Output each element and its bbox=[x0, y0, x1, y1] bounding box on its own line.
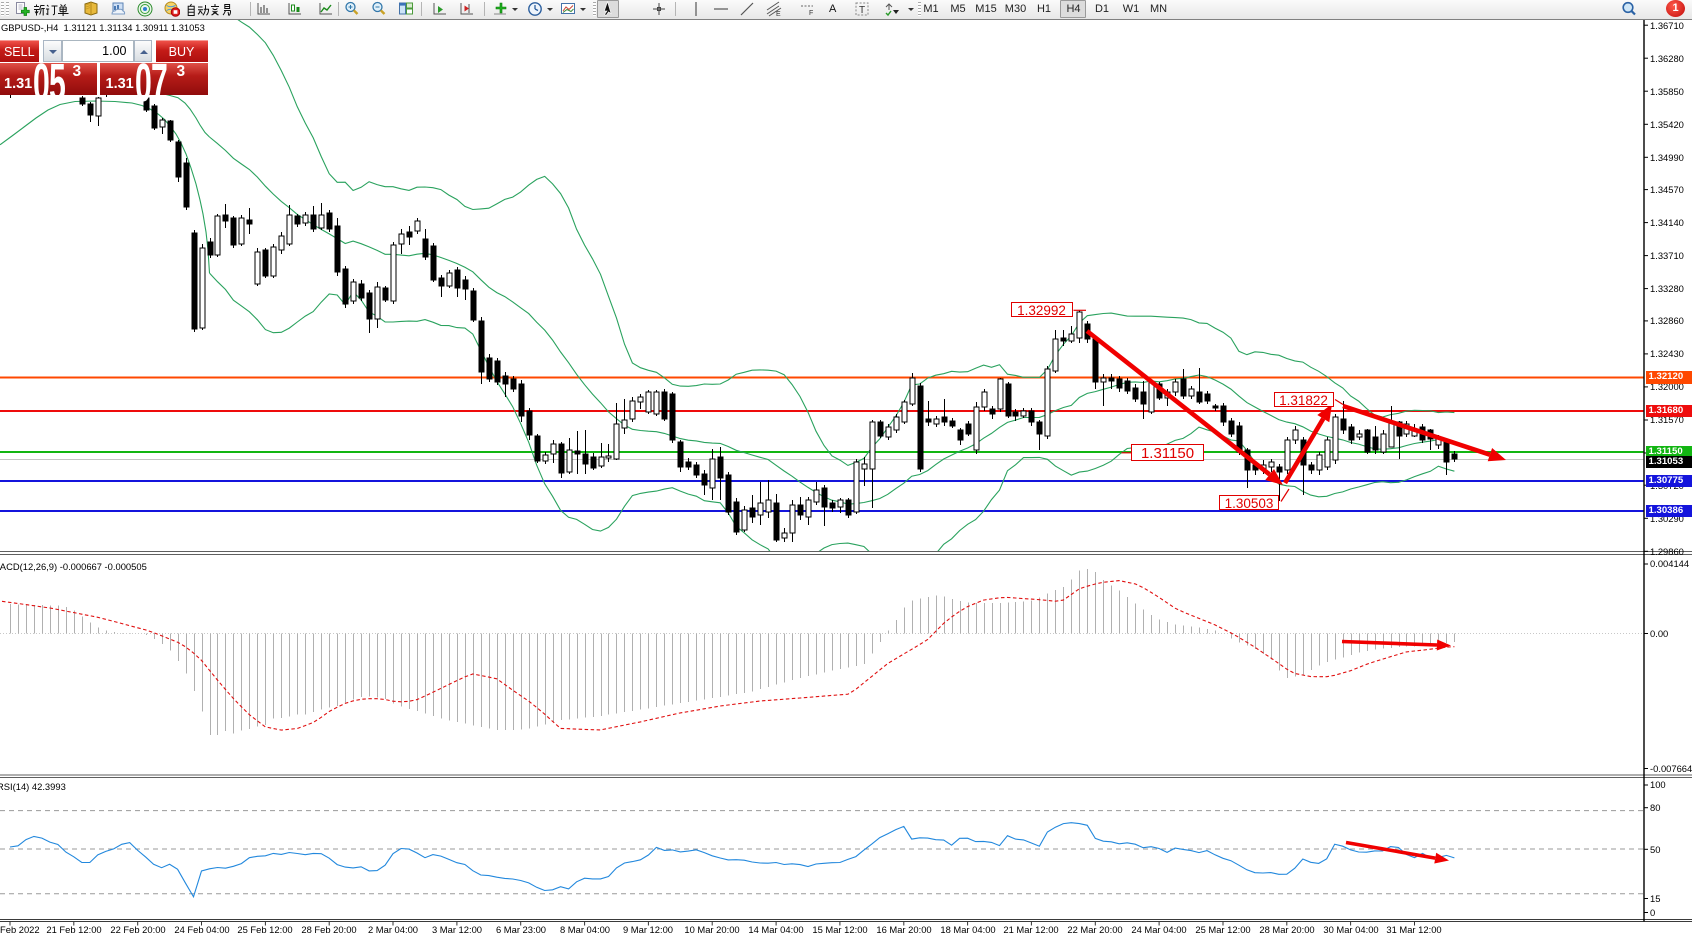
svg-text:F: F bbox=[809, 10, 813, 17]
svg-text:E: E bbox=[776, 11, 781, 17]
svg-text:T: T bbox=[859, 5, 865, 16]
